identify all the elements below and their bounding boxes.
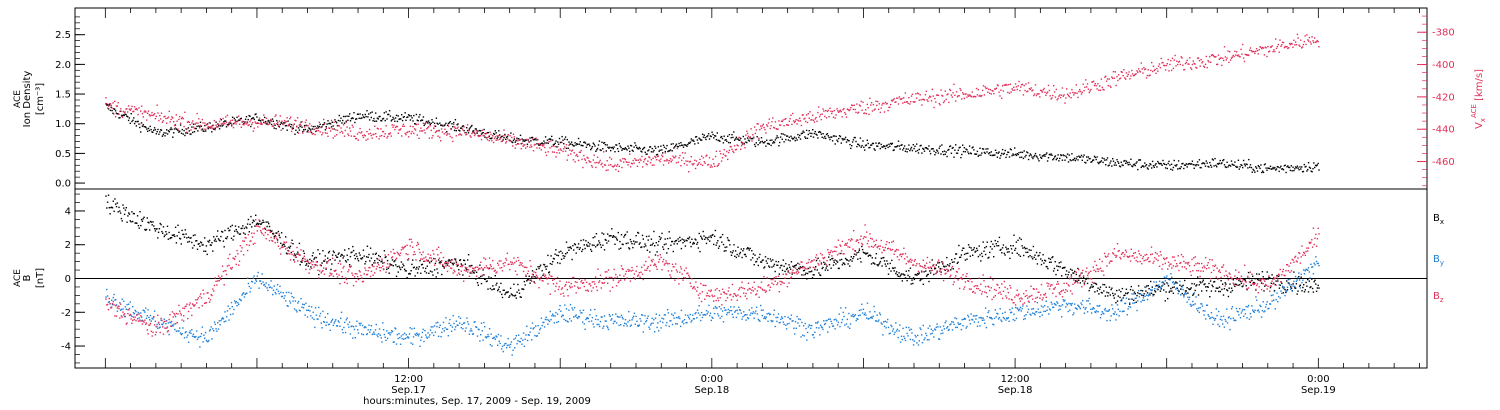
by-points <box>105 256 1320 356</box>
top-panel-frame <box>74 7 1428 190</box>
left-tick-label: 1.5 <box>55 90 71 101</box>
right-tick-label: -420 <box>1432 92 1455 103</box>
bottom-tick-label: -4 <box>61 342 71 353</box>
bottom-tick-label: 0 <box>65 274 71 285</box>
x-tick-label-time: 0:00 <box>701 374 723 385</box>
top-ylabel-line1: ACE <box>13 90 23 108</box>
bottom-tick-label: 4 <box>65 206 71 217</box>
left-tick-label: 1.0 <box>55 119 71 130</box>
x-tick-label-time: 0:00 <box>1307 374 1329 385</box>
left-tick-label: 0.5 <box>55 149 71 160</box>
left-tick-label: 2.5 <box>55 30 71 41</box>
top-ylabel-line2: Ion Density <box>22 71 33 128</box>
x-tick-label-date: Sep.18 <box>998 385 1033 396</box>
bottom-ylabel-unit: [nT] <box>35 268 46 288</box>
x-tick-label-date: Sep.19 <box>1301 385 1336 396</box>
bottom-ylabel-line1: ACE <box>13 269 23 287</box>
top-ylabel-unit: [cm⁻³] <box>35 83 46 115</box>
vx-points <box>105 33 1320 173</box>
bz-points <box>105 219 1320 337</box>
right-tick-label: -460 <box>1432 157 1455 168</box>
ion-density-points <box>105 103 1320 174</box>
x-tick-label-time: 12:00 <box>1001 374 1030 385</box>
x-tick-label-time: 12:00 <box>394 374 423 385</box>
right-tick-label: -380 <box>1432 28 1455 39</box>
x-axis-label: hours:minutes, Sep. 17, 2009 - Sep. 19, … <box>363 396 591 407</box>
legend-bz: Bz <box>1433 291 1444 304</box>
bottom-tick-label: -2 <box>61 308 71 319</box>
bx-points <box>105 194 1320 305</box>
x-tick-label-date: Sep.18 <box>694 385 729 396</box>
bottom-tick-label: 2 <box>65 240 71 251</box>
legend-bx: Bx <box>1433 213 1444 226</box>
left-tick-label: 0.0 <box>55 179 71 190</box>
bottom-ylabel-line2: B <box>22 274 33 281</box>
right-tick-label: -400 <box>1432 60 1455 71</box>
legend-by: By <box>1433 254 1444 267</box>
right-axis-label: VxACE [km/s] <box>1470 69 1487 129</box>
x-tick-label-date: Sep.17 <box>391 385 426 396</box>
ion-density-panel: 0.0 0.5 1.0 1.5 2.0 2.5 -460 -440 -420 -400 -380 AC… <box>13 7 1487 190</box>
right-tick-label: -440 <box>1432 125 1455 136</box>
left-tick-label: 2.0 <box>55 60 71 71</box>
